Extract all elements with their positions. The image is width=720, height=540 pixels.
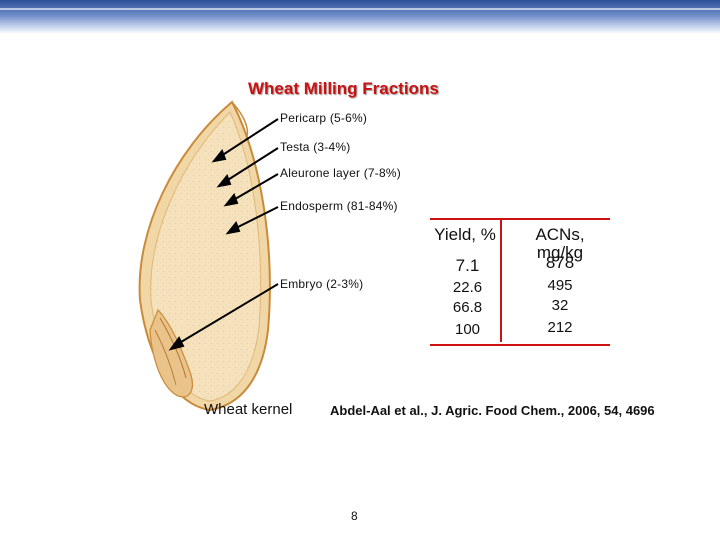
arrow-pericarp	[217, 118, 279, 159]
label-pericarp: Pericarp (5-6%)	[280, 111, 368, 125]
label-aleurone: Aleurone layer (7-8%)	[280, 166, 401, 180]
label-testa: Testa (3-4%)	[280, 140, 351, 154]
citation: Abdel-Aal et al., J. Agric. Food Chem., …	[330, 403, 655, 418]
slide-title: Wheat Milling Fractions	[248, 79, 439, 98]
data-table	[430, 218, 610, 346]
acns-header: ACNs, mg/kg	[535, 225, 585, 262]
label-endosperm: Endosperm (81-84%)	[280, 199, 398, 213]
arrow-endosperm	[231, 206, 279, 231]
kernel-inner	[150, 111, 262, 402]
arrow-embryo	[175, 283, 279, 346]
acns-value: 495	[547, 277, 573, 294]
page-number: 8	[351, 509, 358, 523]
yield-value: 66.8	[452, 299, 483, 316]
acns-value: 878	[545, 253, 575, 272]
table-divider	[500, 220, 502, 342]
yield-header: Yield, %	[434, 225, 496, 244]
acns-value: 32	[551, 297, 569, 314]
arrow-testa	[222, 147, 279, 184]
embryo-shape	[149, 308, 193, 398]
header-bar	[0, 0, 720, 34]
yield-value: 7.1	[455, 256, 480, 275]
header-bar-stripe	[0, 8, 720, 10]
arrow-aleurone	[229, 173, 279, 203]
label-embryo: Embryo (2-3%)	[280, 277, 364, 291]
yield-value: 22.6	[452, 279, 483, 296]
kernel-caption: Wheat kernel	[204, 401, 293, 418]
yield-value: 100	[454, 321, 481, 338]
acns-value: 212	[547, 319, 573, 336]
